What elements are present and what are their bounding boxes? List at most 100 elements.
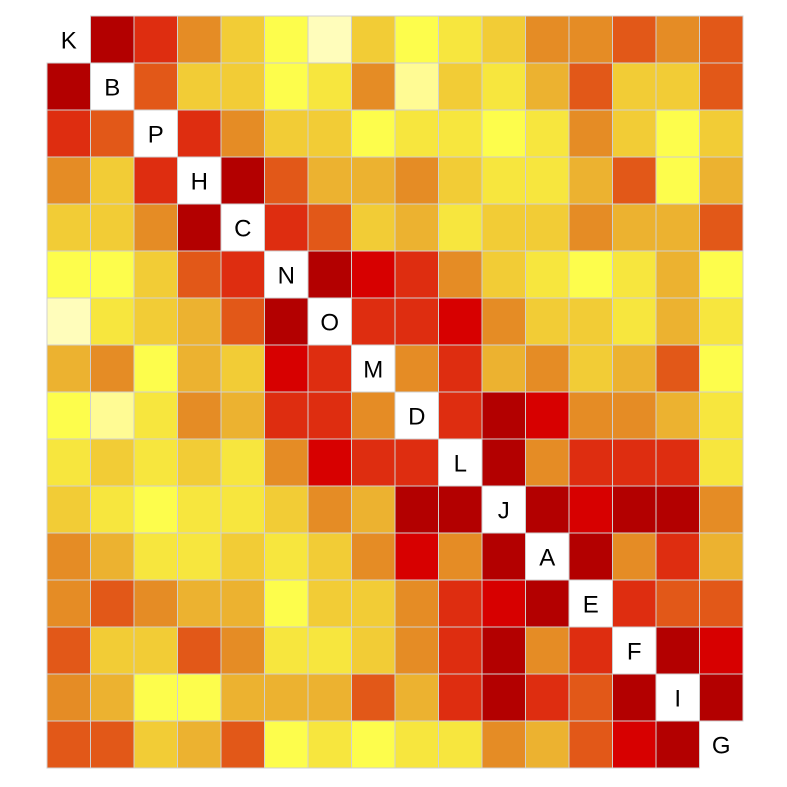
heatmap-cell (612, 438, 657, 487)
heatmap-cell (438, 203, 483, 252)
heatmap-cell (307, 720, 352, 769)
heatmap-cell (612, 62, 657, 111)
heatmap-cell (220, 109, 265, 158)
heatmap-cell (438, 532, 483, 581)
heatmap-cell (46, 156, 91, 205)
heatmap-cell (438, 485, 483, 534)
heatmap-cell (133, 391, 178, 440)
diagonal-label-K: K (61, 28, 77, 55)
heatmap-cell (46, 62, 91, 111)
heatmap-cell (699, 156, 744, 205)
heatmap-cell (264, 297, 309, 346)
heatmap-cell (525, 250, 570, 299)
heatmap-cell (90, 344, 135, 393)
heatmap-cell (655, 203, 700, 252)
heatmap-cell (525, 15, 570, 64)
heatmap-cell (307, 532, 352, 581)
heatmap-cell (438, 391, 483, 440)
heatmap-cell (264, 626, 309, 675)
heatmap-cell (394, 109, 439, 158)
heatmap-cell (525, 438, 570, 487)
heatmap-cell (612, 673, 657, 722)
heatmap-cell (351, 626, 396, 675)
heatmap-cell (655, 391, 700, 440)
heatmap-cell (568, 438, 613, 487)
heatmap-cell (438, 109, 483, 158)
heatmap-cell (699, 203, 744, 252)
heatmap-cell (46, 532, 91, 581)
heatmap-cell (481, 391, 526, 440)
heatmap-cell (481, 344, 526, 393)
heatmap-cell (307, 391, 352, 440)
heatmap-cell (612, 203, 657, 252)
diagonal-label-M: M (363, 357, 383, 384)
heatmap-cell (568, 109, 613, 158)
heatmap-cell (220, 720, 265, 769)
heatmap-cell (264, 156, 309, 205)
heatmap-cell (568, 297, 613, 346)
heatmap-cell (351, 62, 396, 111)
heatmap-cell (264, 15, 309, 64)
heatmap-cell (394, 532, 439, 581)
heatmap-cell (655, 250, 700, 299)
heatmap-cell (264, 673, 309, 722)
heatmap-cell (481, 15, 526, 64)
heatmap-cell (307, 62, 352, 111)
heatmap-cell (351, 297, 396, 346)
heatmap-cell (481, 250, 526, 299)
heatmap-cell (46, 250, 91, 299)
diagonal-label-L: L (454, 451, 467, 478)
heatmap-cell (177, 391, 222, 440)
heatmap-cell (481, 673, 526, 722)
heatmap-cell (351, 673, 396, 722)
heatmap-cell (612, 579, 657, 628)
heatmap-cell (655, 297, 700, 346)
heatmap-cell (133, 15, 178, 64)
heatmap-cell (699, 297, 744, 346)
heatmap-cell (699, 485, 744, 534)
heatmap-cell (612, 156, 657, 205)
heatmap-cell (264, 62, 309, 111)
diagonal-label-E: E (583, 592, 599, 619)
heatmap-cell (90, 579, 135, 628)
heatmap-cell (133, 344, 178, 393)
heatmap-cell (438, 15, 483, 64)
heatmap-cell (220, 579, 265, 628)
heatmap-cell (655, 344, 700, 393)
heatmap-cell (481, 720, 526, 769)
heatmap-cell (568, 15, 613, 64)
heatmap-cell (133, 673, 178, 722)
heatmap-cell (307, 109, 352, 158)
heatmap-cell (177, 109, 222, 158)
heatmap-cell (264, 344, 309, 393)
heatmap-cell (481, 156, 526, 205)
heatmap-cell (90, 250, 135, 299)
diagonal-label-G: G (712, 733, 731, 760)
heatmap-cell (351, 203, 396, 252)
heatmap-cell (394, 579, 439, 628)
heatmap-cell (351, 485, 396, 534)
heatmap-cell (220, 344, 265, 393)
heatmap-cell (351, 250, 396, 299)
heatmap-cell (699, 15, 744, 64)
heatmap-cell (133, 62, 178, 111)
heatmap-cell (307, 203, 352, 252)
diagonal-label-O: O (320, 310, 339, 337)
heatmap-cell (133, 203, 178, 252)
heatmap-cell (46, 626, 91, 675)
heatmap-cell (481, 109, 526, 158)
heatmap-cell (177, 297, 222, 346)
heatmap-cell (438, 720, 483, 769)
heatmap-cell (612, 297, 657, 346)
heatmap-cell (612, 344, 657, 393)
heatmap-cell (481, 579, 526, 628)
heatmap-cell (655, 109, 700, 158)
heatmap-cell (351, 391, 396, 440)
heatmap-cell (90, 156, 135, 205)
heatmap-cell (481, 532, 526, 581)
heatmap-cell (568, 532, 613, 581)
heatmap-cell (177, 250, 222, 299)
heatmap-cell (220, 485, 265, 534)
heatmap-cell (307, 579, 352, 628)
heatmap-cell (90, 720, 135, 769)
